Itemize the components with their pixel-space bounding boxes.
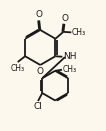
Text: CH₃: CH₃ xyxy=(72,28,86,37)
Text: O: O xyxy=(36,10,43,19)
Text: O: O xyxy=(61,14,68,23)
Text: NH: NH xyxy=(63,52,76,61)
Text: CH₃: CH₃ xyxy=(63,65,77,74)
Text: CH₃: CH₃ xyxy=(10,64,24,73)
Text: O: O xyxy=(36,67,43,76)
Text: Cl: Cl xyxy=(33,102,42,111)
